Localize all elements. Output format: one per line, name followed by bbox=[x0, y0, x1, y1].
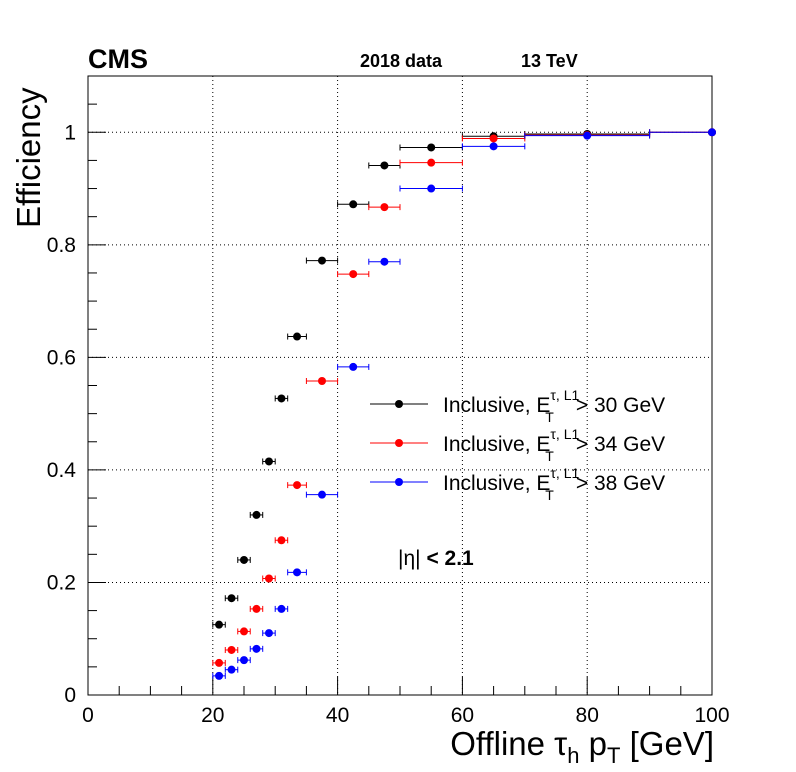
data-point bbox=[708, 128, 716, 137]
x-axis-title-main: Offline bbox=[450, 725, 554, 762]
x-axis-title-p-sub: T bbox=[607, 743, 620, 768]
axis-ticks bbox=[87, 75, 713, 696]
data-point bbox=[252, 604, 261, 613]
data-point bbox=[277, 394, 286, 403]
legend-sub: T bbox=[545, 409, 554, 425]
dataset-label: 2018 data bbox=[360, 51, 443, 71]
legend-prefix: Inclusive, E bbox=[443, 433, 550, 456]
data-point bbox=[264, 629, 273, 638]
energy-label: 13 TeV bbox=[521, 51, 578, 71]
x-tick-label: 80 bbox=[576, 704, 599, 727]
legend-sub: T bbox=[545, 448, 554, 464]
grid-lines bbox=[88, 76, 712, 695]
data-point bbox=[252, 510, 261, 519]
eta-annotation-eta: |η| bbox=[398, 547, 426, 570]
legend-label: Inclusive, Eτ, L1 T > 38 GeV bbox=[443, 465, 665, 503]
data-point bbox=[240, 555, 248, 564]
data-point bbox=[252, 644, 261, 653]
data-point bbox=[380, 257, 389, 266]
x-tick-label: 20 bbox=[201, 704, 224, 727]
data-point bbox=[215, 671, 224, 680]
legend-marker bbox=[395, 478, 403, 486]
data-point bbox=[277, 604, 286, 613]
data-point bbox=[349, 362, 358, 371]
y-tick-label: 0.6 bbox=[47, 346, 76, 369]
legend-suffix: > 30 GeV bbox=[576, 394, 665, 417]
x-axis-title-unit: [GeV] bbox=[620, 725, 714, 762]
legend-suffix: > 34 GeV bbox=[576, 433, 665, 456]
legend-label: Inclusive, Eτ, L1 T > 34 GeV bbox=[443, 426, 665, 464]
data-point bbox=[583, 131, 592, 140]
legend-sup: τ, L1 bbox=[550, 426, 579, 442]
data-point bbox=[293, 568, 302, 577]
y-tick-label: 0.4 bbox=[47, 459, 77, 482]
legend-suffix: > 38 GeV bbox=[576, 472, 665, 495]
x-tick-label: 0 bbox=[82, 704, 94, 727]
data-point bbox=[427, 143, 436, 152]
y-tick-label: 0.2 bbox=[47, 571, 76, 594]
x-tick-label: 60 bbox=[451, 704, 474, 727]
x-axis-title-tau-sub: h bbox=[567, 743, 579, 768]
y-tick-label: 1 bbox=[64, 121, 76, 144]
series-2 bbox=[212, 128, 716, 680]
data-series bbox=[212, 128, 716, 680]
data-point bbox=[427, 184, 436, 193]
x-axis-title-p: p bbox=[579, 725, 607, 762]
data-point bbox=[349, 270, 358, 279]
data-point bbox=[427, 158, 436, 167]
eta-annotation-cut: < 2.1 bbox=[426, 547, 474, 570]
data-point bbox=[215, 658, 224, 667]
data-point bbox=[240, 656, 248, 665]
data-point bbox=[277, 536, 286, 545]
legend-marker bbox=[395, 400, 403, 408]
legend-prefix: Inclusive, E bbox=[443, 472, 550, 495]
legend-prefix: Inclusive, E bbox=[443, 394, 550, 417]
data-point bbox=[293, 481, 302, 490]
series-1 bbox=[212, 128, 716, 667]
data-point bbox=[264, 574, 273, 583]
data-point bbox=[318, 376, 326, 385]
x-axis-title-tau: τ bbox=[554, 725, 567, 762]
data-point bbox=[318, 256, 326, 265]
y-tick-label: 0 bbox=[64, 684, 76, 707]
data-point bbox=[227, 645, 236, 654]
data-point bbox=[380, 203, 389, 212]
legend-marker bbox=[395, 439, 403, 447]
data-point bbox=[349, 200, 358, 209]
y-axis-title: Efficiency bbox=[10, 87, 47, 228]
x-tick-label: 40 bbox=[326, 704, 349, 727]
legend-sup: τ, L1 bbox=[550, 387, 579, 403]
data-point bbox=[489, 142, 498, 151]
data-point bbox=[240, 627, 248, 636]
data-point bbox=[380, 161, 389, 170]
x-axis-title: Offline τh pT [GeV] bbox=[450, 725, 714, 768]
data-point bbox=[293, 332, 302, 341]
data-point bbox=[318, 490, 326, 499]
eta-annotation: |η| < 2.1 bbox=[398, 547, 474, 570]
legend-sub: T bbox=[545, 487, 554, 503]
data-point bbox=[264, 457, 273, 466]
tick-labels: 0 20 40 60 80 100 0 0.2 0.4 0.6 0.8 1 bbox=[47, 121, 730, 727]
data-point bbox=[489, 134, 498, 143]
legend-sup: τ, L1 bbox=[550, 465, 579, 481]
experiment-label: CMS bbox=[88, 44, 148, 74]
y-tick-label: 0.8 bbox=[47, 234, 76, 257]
data-point bbox=[215, 620, 224, 629]
x-tick-label: 100 bbox=[694, 704, 729, 727]
data-point bbox=[227, 594, 236, 603]
data-point bbox=[227, 665, 236, 674]
legend-label: Inclusive, Eτ, L1 T > 30 GeV bbox=[443, 387, 665, 425]
